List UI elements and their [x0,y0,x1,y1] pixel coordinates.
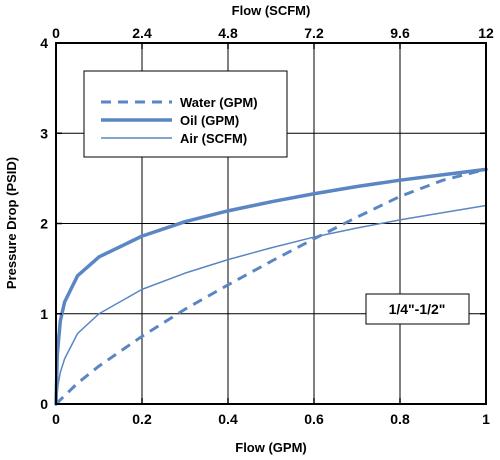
legend-box [83,70,288,158]
x2-axis-title: Flow (SCFM) [232,3,311,18]
x2-tick-label: 2.4 [132,25,152,41]
size-annotation: 1/4"-1/2" [365,293,470,325]
legend-label-air: Air (SCFM) [180,131,247,146]
x-axis-title: Flow (GPM) [235,440,307,455]
x-tick-label: 0.2 [132,411,152,427]
x2-tick-label: 12 [478,25,494,41]
x-tick-label: 0.4 [218,411,238,427]
series-lines [54,167,488,406]
tick-marks [55,42,487,405]
x2-tick-label: 9.6 [390,25,410,41]
y-tick-label: 0 [40,396,48,412]
x-tick-label: 0 [52,411,60,427]
series-line-air [55,204,487,405]
x-tick-label: 0.6 [304,411,324,427]
x-tick-label: 0.8 [390,411,410,427]
series-line-oil [54,167,488,406]
series-line-water [54,167,487,406]
y-tick-label: 2 [40,216,48,232]
legend: Water (GPM) Oil (GPM) Air (SCFM) [83,70,288,158]
y-axis-title: Pressure Drop (PSID) [4,157,19,289]
x2-tick-label: 0 [52,25,60,41]
y-tick-label: 1 [40,306,48,322]
y-tick-label: 3 [40,125,48,141]
x2-tick-label: 7.2 [304,25,324,41]
size-annotation-label: 1/4"-1/2" [389,301,446,317]
x2-tick-label: 4.8 [218,25,238,41]
legend-label-oil: Oil (GPM) [180,113,239,128]
x-tick-label: 1 [482,411,490,427]
y-tick-label: 4 [40,35,48,51]
legend-label-water: Water (GPM) [180,95,258,110]
size-annotation-box [365,293,470,325]
